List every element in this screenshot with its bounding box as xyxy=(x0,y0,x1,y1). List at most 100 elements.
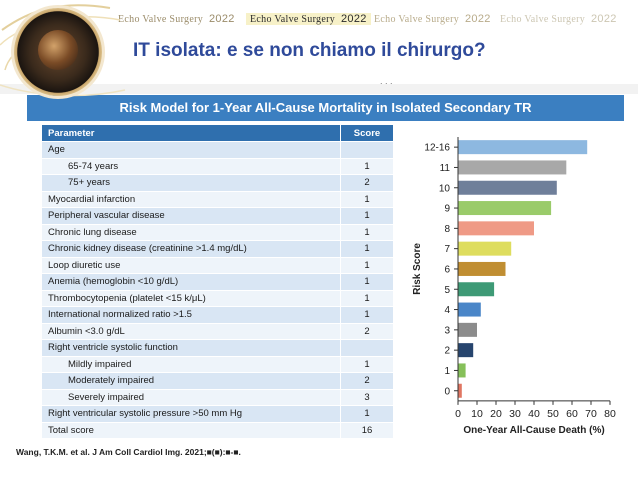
bar-3 xyxy=(458,322,477,337)
bar-5 xyxy=(458,282,495,297)
column-header-score: Score xyxy=(340,124,394,142)
brand-logo-1-year: 2022 xyxy=(209,13,235,25)
parameter-cell: Moderately impaired xyxy=(41,372,341,390)
parameter-cell: Chronic kidney disease (creatinine >1.4 … xyxy=(41,240,341,258)
brand-logo-4: Echo Valve Surgery 2022 xyxy=(500,13,617,25)
y-tick-label: 9 xyxy=(444,204,450,215)
logo-painting xyxy=(38,30,78,70)
table-row: Myocardial infarction 1 xyxy=(41,190,394,208)
x-tick-label: 20 xyxy=(490,408,502,420)
score-cell: 1 xyxy=(340,207,394,225)
slide-title: IT isolata: e se non chiamo il chirurgo? xyxy=(133,40,486,61)
stray-dots: . , . xyxy=(380,76,393,86)
parameter-cell: 75+ years xyxy=(41,174,341,192)
y-tick-label: 10 xyxy=(439,183,451,194)
brand-logo-4-year: 2022 xyxy=(591,13,617,25)
table-row: Peripheral vascular disease 1 xyxy=(41,207,394,225)
brand-logo-1-text: Echo Valve Surgery xyxy=(118,14,204,25)
table-row: Albumin <3.0 g/dL 2 xyxy=(41,322,394,340)
x-tick-label: 70 xyxy=(585,408,597,420)
parameter-cell: Severely impaired xyxy=(41,388,341,406)
table-row: Age xyxy=(41,141,394,159)
x-tick-label: 30 xyxy=(509,408,521,420)
parameter-cell: Chronic lung disease xyxy=(41,223,341,241)
y-tick-label: 3 xyxy=(444,325,450,336)
conference-logo-image xyxy=(14,8,102,96)
parameter-cell: Mildly impaired xyxy=(41,355,341,373)
y-tick-label: 6 xyxy=(444,264,450,275)
x-tick-label: 40 xyxy=(528,408,540,420)
x-tick-label: 80 xyxy=(604,408,616,420)
score-cell: 16 xyxy=(340,421,394,439)
parameter-cell: Age xyxy=(41,141,341,159)
score-cell: 1 xyxy=(340,273,394,291)
parameter-cell: 65-74 years xyxy=(41,157,341,175)
score-cell: 1 xyxy=(340,240,394,258)
conference-banner: Echo Valve Surgery 2022 Echo Valve Surger… xyxy=(0,0,638,97)
bar-0 xyxy=(458,383,462,398)
brand-logo-4-text: Echo Valve Surgery xyxy=(500,14,586,25)
table-row: Chronic lung disease 1 xyxy=(41,223,394,241)
score-cell: 1 xyxy=(340,157,394,175)
table-row: Moderately impaired 2 xyxy=(41,372,394,390)
bar-2 xyxy=(458,343,474,358)
y-tick-label: 11 xyxy=(440,163,451,174)
table-body: Age 65-74 years 1 75+ years 2 Myocardial infa… xyxy=(41,141,394,439)
table-header-row: Parameter Score xyxy=(41,124,394,142)
table-row: Right ventricular systolic pressure >50 … xyxy=(41,405,394,423)
x-axis-title: One-Year All-Cause Death (%) xyxy=(463,425,604,436)
score-cell xyxy=(340,339,394,357)
y-tick-label: 8 xyxy=(444,224,450,235)
parameter-cell: Albumin <3.0 g/dL xyxy=(41,322,341,340)
bar-10 xyxy=(458,180,557,195)
table-row: Thrombocytopenia (platelet <15 k/μL) 1 xyxy=(41,289,394,307)
parameter-cell: Anemia (hemoglobin <10 g/dL) xyxy=(41,273,341,291)
score-cell: 1 xyxy=(340,223,394,241)
bar-11 xyxy=(458,160,567,175)
bar-7 xyxy=(458,241,512,256)
score-cell: 1 xyxy=(340,256,394,274)
bar-1 xyxy=(458,363,466,378)
score-cell: 1 xyxy=(340,355,394,373)
y-tick-label: 4 xyxy=(444,305,450,316)
score-cell xyxy=(340,141,394,159)
brand-logo-2-text: Echo Valve Surgery xyxy=(250,14,336,25)
y-axis-title: Risk Score xyxy=(412,243,423,295)
parameter-cell: Total score xyxy=(41,421,341,439)
column-header-parameter: Parameter xyxy=(41,124,341,142)
parameter-cell: International normalized ratio >1.5 xyxy=(41,306,341,324)
figure-header: Risk Model for 1-Year All-Cause Mortalit… xyxy=(27,95,624,121)
table-row: Chronic kidney disease (creatinine >1.4 … xyxy=(41,240,394,258)
y-tick-label: 1 xyxy=(444,366,450,377)
score-cell: 1 xyxy=(340,405,394,423)
table-row: Severely impaired 3 xyxy=(41,388,394,406)
parameter-cell: Peripheral vascular disease xyxy=(41,207,341,225)
bar-8 xyxy=(458,221,534,236)
table-row: International normalized ratio >1.5 1 xyxy=(41,306,394,324)
parameter-cell: Right ventricle systolic function xyxy=(41,339,341,357)
table-row: 75+ years 2 xyxy=(41,174,394,192)
score-cell: 2 xyxy=(340,372,394,390)
brand-logo-3-year: 2022 xyxy=(465,13,491,25)
parameter-cell: Thrombocytopenia (platelet <15 k/μL) xyxy=(41,289,341,307)
table-row: 65-74 years 1 xyxy=(41,157,394,175)
parameter-cell: Right ventricular systolic pressure >50 … xyxy=(41,405,341,423)
table-row: Total score 16 xyxy=(41,421,394,439)
x-tick-label: 10 xyxy=(471,408,483,420)
risk-score-table: Parameter Score Age 65-74 years 1 75+ years… xyxy=(41,124,394,439)
y-tick-label: 5 xyxy=(444,285,450,296)
bar-4 xyxy=(458,302,481,317)
parameter-cell: Loop diuretic use xyxy=(41,256,341,274)
x-tick-label: 50 xyxy=(547,408,559,420)
score-cell: 2 xyxy=(340,174,394,192)
brand-logo-1: Echo Valve Surgery 2022 xyxy=(118,13,235,25)
parameter-cell: Myocardial infarction xyxy=(41,190,341,208)
table-row: Anemia (hemoglobin <10 g/dL) 1 xyxy=(41,273,394,291)
brand-logo-3: Echo Valve Surgery 2022 xyxy=(374,13,491,25)
score-cell: 1 xyxy=(340,190,394,208)
bar-12-16 xyxy=(458,140,588,155)
score-cell: 2 xyxy=(340,322,394,340)
score-cell: 1 xyxy=(340,289,394,307)
x-tick-label: 0 xyxy=(455,408,461,420)
